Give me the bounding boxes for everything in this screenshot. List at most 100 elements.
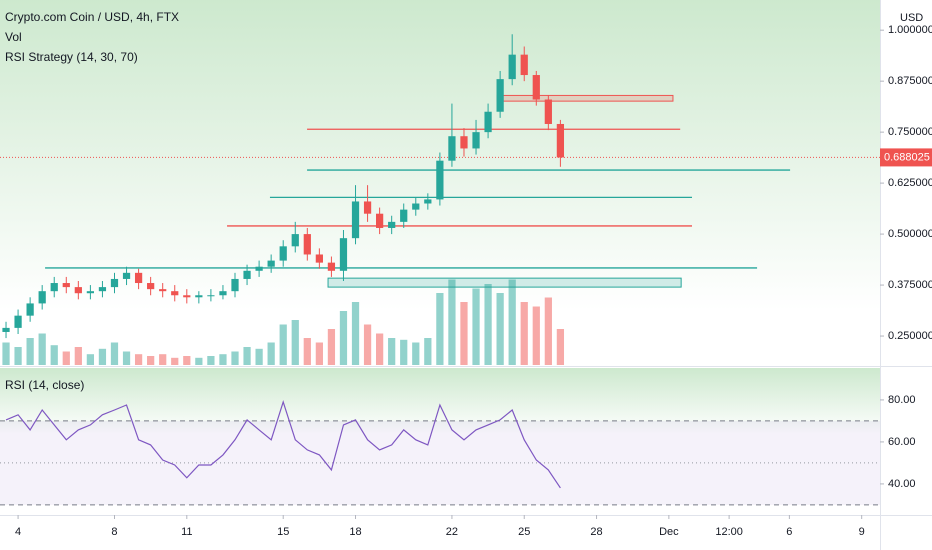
volume-bar: [243, 347, 251, 365]
candle-body: [195, 295, 203, 298]
candle-body: [400, 209, 408, 222]
volume-bar: [122, 351, 131, 365]
rsi-y-tick-label: 80.00: [888, 394, 916, 406]
indicator-label: Vol: [5, 30, 22, 44]
rsi-title: RSI (14, close): [5, 378, 84, 392]
candle-body: [86, 291, 95, 294]
volume-bar: [484, 284, 492, 365]
candle-body: [231, 278, 239, 292]
x-tick-label: Dec: [659, 526, 679, 538]
candle-body: [508, 54, 516, 80]
volume-bar: [62, 351, 70, 365]
candle-body: [472, 132, 480, 149]
volume-bar: [86, 354, 95, 365]
candle-body: [448, 136, 456, 161]
rsi-y-tick-label: 40.00: [888, 478, 916, 490]
candle-body: [496, 79, 504, 112]
volume-bar: [520, 302, 528, 365]
chart-title: Crypto.com Coin / USD, 4h, FTX: [5, 10, 179, 24]
candle-body: [327, 262, 336, 271]
candle-body: [207, 295, 215, 297]
currency-label: USD: [900, 12, 923, 24]
candle-body: [279, 246, 287, 261]
volume-bar: [315, 342, 323, 365]
candle-body: [351, 201, 360, 239]
rsi-background: [0, 368, 880, 515]
volume-bar: [255, 348, 263, 365]
candle-body: [134, 272, 143, 284]
volume-bar: [412, 342, 420, 365]
volume-bar: [339, 311, 348, 365]
volume-bar: [219, 354, 227, 365]
candle-body: [14, 315, 22, 328]
candle-body: [544, 99, 552, 124]
candle-body: [147, 283, 155, 290]
volume-bar: [98, 348, 107, 365]
volume-bar: [472, 288, 480, 365]
volume-bar: [50, 345, 58, 365]
candle-body: [26, 303, 34, 316]
volume-bar: [183, 356, 191, 365]
candle-body: [303, 234, 311, 255]
candle-body: [50, 283, 58, 292]
x-tick-label: 25: [518, 526, 530, 538]
candle-body: [484, 111, 492, 133]
volume-bar: [508, 279, 516, 365]
volume-bar: [544, 297, 552, 365]
volume-bar: [556, 329, 565, 365]
volume-bar: [351, 302, 360, 365]
volume-bar: [38, 333, 46, 365]
x-tick-label: 12:00: [715, 526, 743, 538]
candle-body: [110, 278, 119, 288]
volume-bar: [388, 338, 396, 365]
volume-bar: [14, 347, 22, 365]
candle-body: [62, 283, 70, 288]
volume-bar: [448, 279, 456, 365]
candle-body: [171, 291, 179, 296]
x-tick-label: 6: [786, 526, 792, 538]
plot-layer: 1.000000 0.875000 0.750000 0.625000 0.500000…: [0, 24, 932, 538]
x-tick-label: 11: [181, 526, 192, 538]
volume-bar: [74, 347, 82, 365]
volume-bar: [171, 357, 179, 365]
volume-bar: [424, 338, 432, 365]
candle-body: [183, 295, 191, 298]
volume-bar: [110, 342, 119, 365]
x-tick-label: 28: [590, 526, 602, 538]
candle-body: [255, 266, 263, 271]
x-tick-label: 8: [111, 526, 117, 538]
x-tick-label: 9: [859, 526, 865, 538]
volume-bar: [267, 342, 275, 365]
volume-bar: [532, 306, 540, 365]
volume-bar: [279, 324, 287, 365]
candle-body: [556, 123, 565, 158]
volume-bar: [231, 351, 239, 365]
volume-bar: [303, 338, 311, 365]
zone: [327, 277, 682, 288]
y-tick-label: 0.250000: [888, 330, 932, 342]
volume-bar: [159, 354, 167, 365]
candle-body: [436, 160, 444, 200]
volume-bar: [363, 324, 372, 365]
candle-body: [122, 272, 131, 279]
volume-bar: [147, 356, 155, 365]
zone: [496, 94, 674, 102]
last-price-box: [880, 148, 932, 167]
y-tick-label: 0.375000: [888, 279, 932, 291]
y-tick-label: 0.500000: [888, 228, 932, 240]
candle-body: [38, 291, 46, 304]
volume-bar: [291, 320, 299, 365]
candle-body: [2, 327, 10, 332]
volume-bar: [2, 342, 10, 365]
x-tick-label: 22: [446, 526, 458, 538]
candle-body: [363, 201, 372, 214]
candle-body: [243, 270, 251, 279]
candle-body: [376, 213, 384, 228]
rsi-y-tick-label: 60.00: [888, 436, 916, 448]
candle-body: [388, 221, 396, 228]
volume-bar: [26, 338, 34, 365]
rsi-line: [5, 400, 561, 489]
y-tick-label: 0.625000: [888, 177, 932, 189]
candle-body: [460, 136, 468, 149]
